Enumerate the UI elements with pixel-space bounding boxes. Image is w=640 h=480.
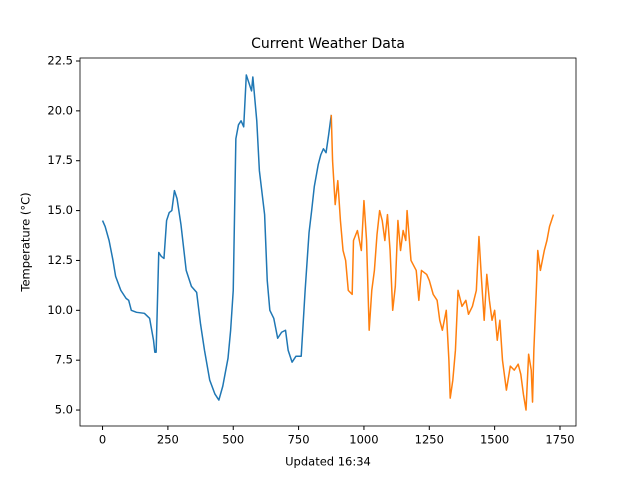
x-tick-label: 0 — [99, 433, 106, 447]
y-tick-label: 10.0 — [47, 303, 73, 317]
y-tick-label: 5.0 — [55, 403, 73, 417]
y-tick-label: 22.5 — [47, 53, 73, 67]
y-tick-label: 7.5 — [55, 353, 73, 367]
x-tick-label: 1000 — [349, 433, 378, 447]
line-series — [101, 74, 333, 401]
y-tick-label: 12.5 — [47, 253, 73, 267]
x-axis-label: Updated 16:34 — [285, 455, 371, 469]
y-tick-label: 15.0 — [47, 203, 73, 217]
chart-title: Current Weather Data — [251, 36, 405, 52]
x-tick-label: 1250 — [415, 433, 444, 447]
x-tick-label: 250 — [157, 433, 179, 447]
y-axis-label: Temperature (°C) — [19, 192, 33, 292]
x-tick-label: 1750 — [545, 433, 574, 447]
y-tick-label: 17.5 — [47, 153, 73, 167]
line-series — [330, 114, 555, 411]
y-tick-label: 20.0 — [47, 103, 73, 117]
x-tick-label: 750 — [288, 433, 310, 447]
x-tick-label: 1500 — [480, 433, 509, 447]
x-tick-label: 500 — [222, 433, 244, 447]
plot-frame — [79, 57, 577, 427]
